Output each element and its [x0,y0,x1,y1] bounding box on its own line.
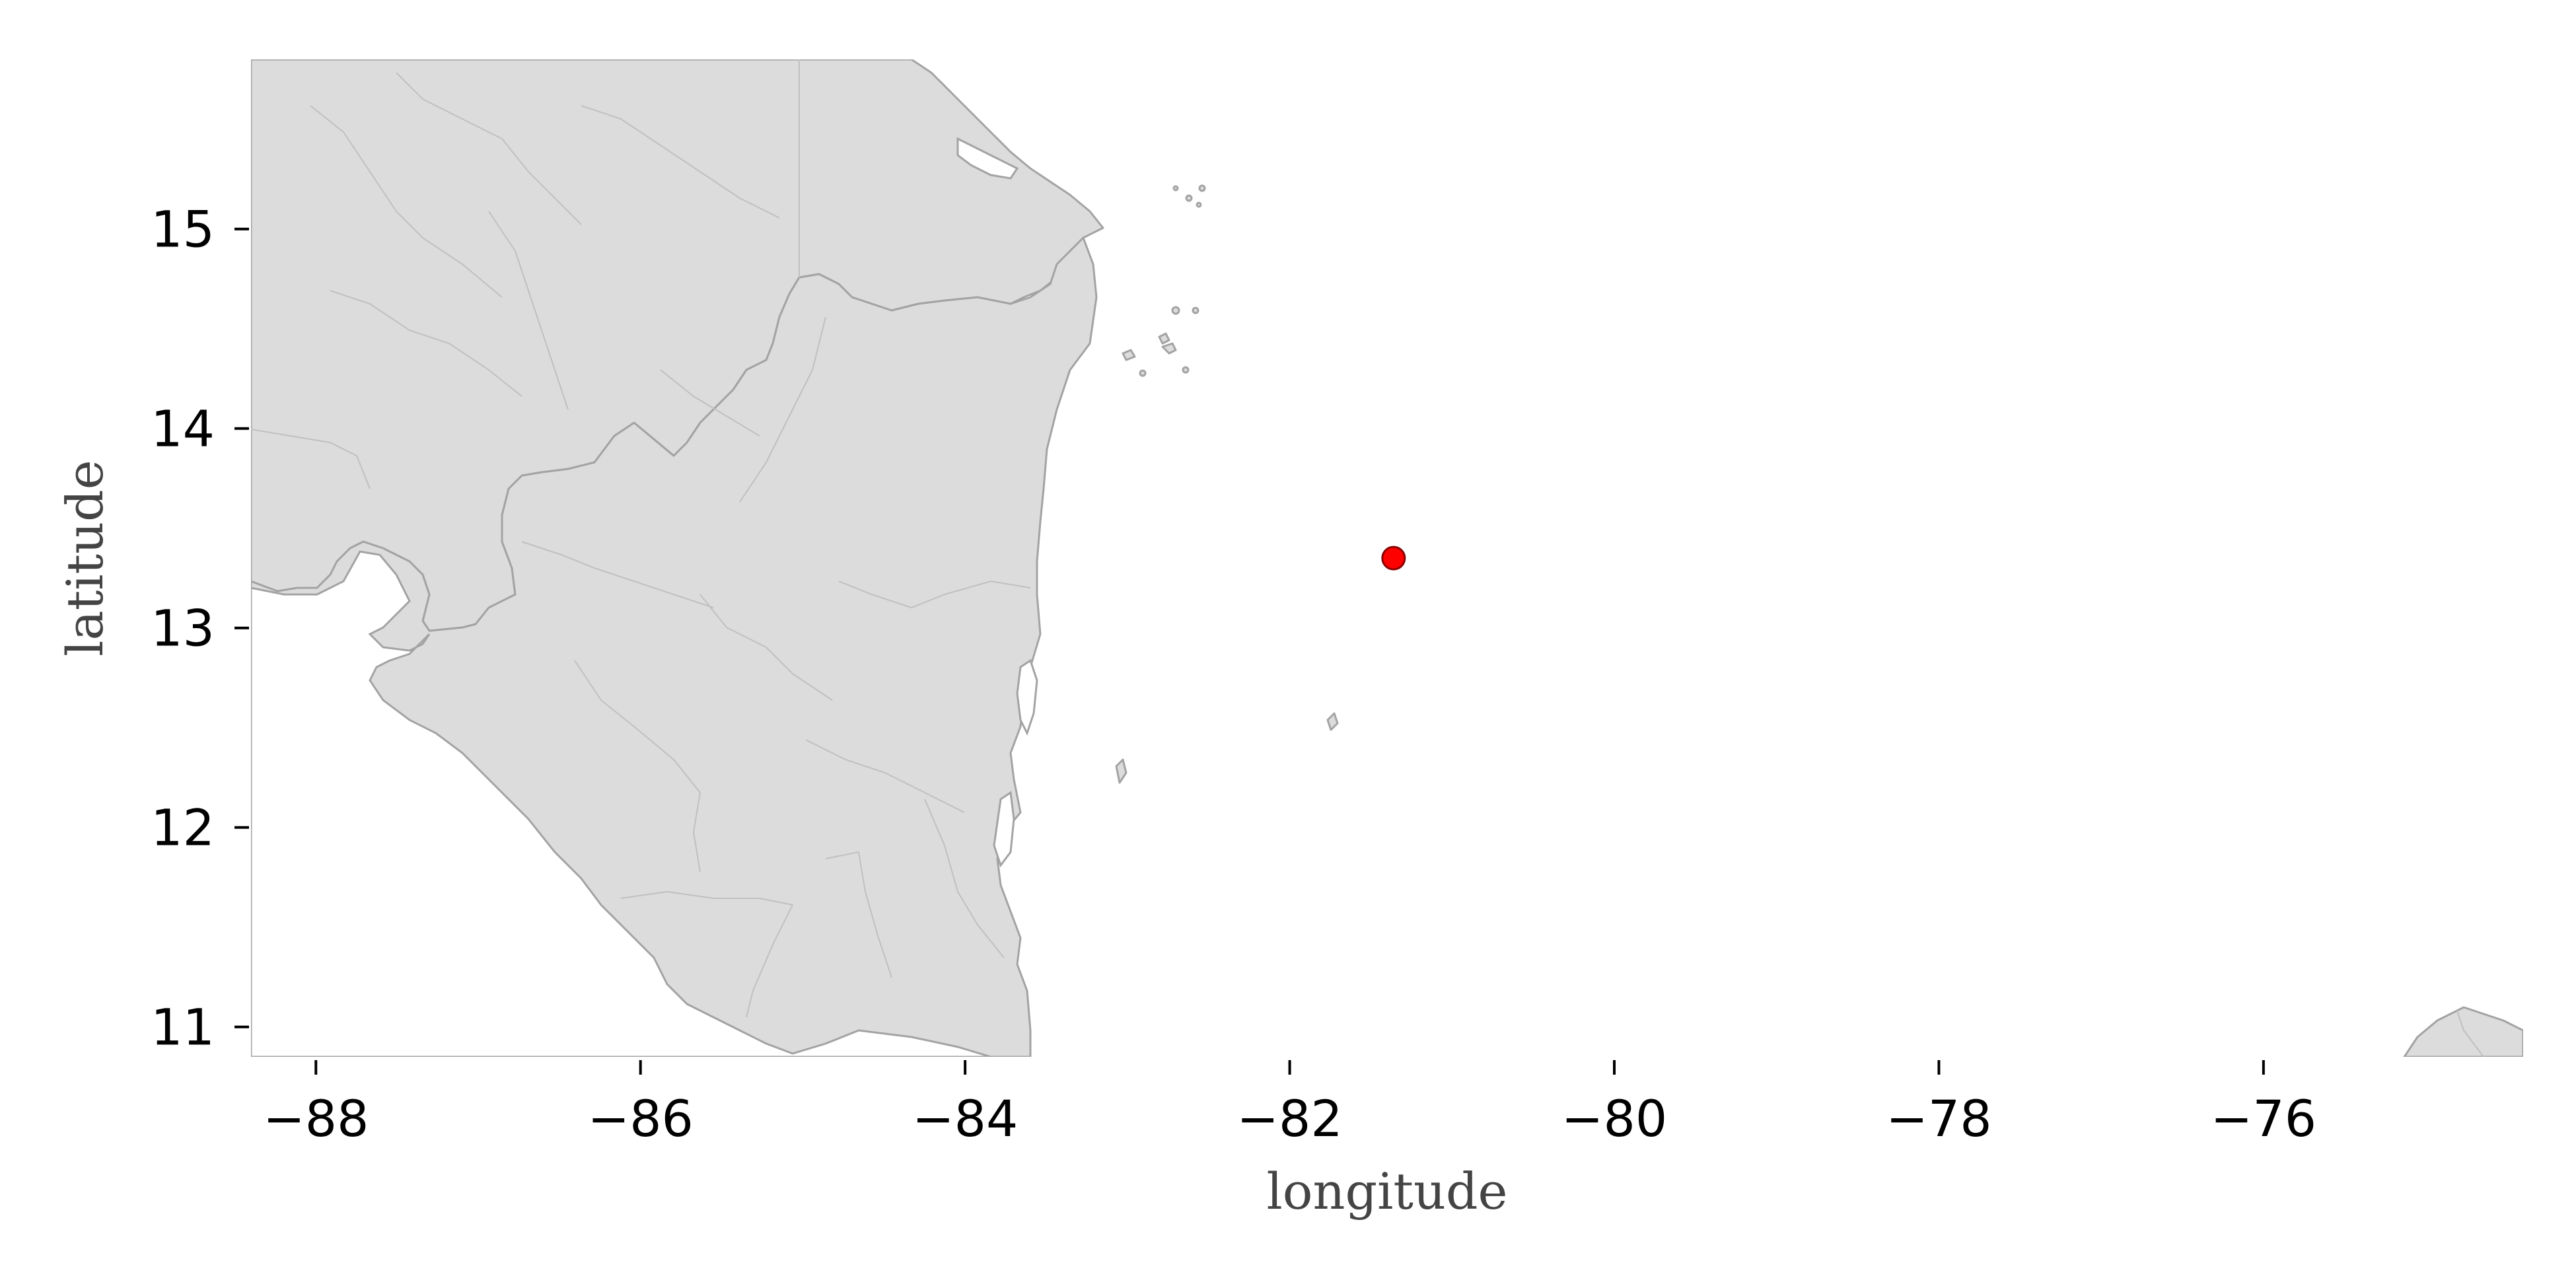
y-axis: 11 12 13 14 15 [151,200,249,1057]
y-tick-label: 12 [151,799,215,857]
x-tick-label: −84 [912,1089,1018,1148]
map-area [251,59,2523,1057]
y-axis-label: latitude [55,460,114,657]
pacific-ocean-cut [251,550,991,1057]
x-tick-label: −80 [1561,1089,1667,1148]
location-marker [1381,546,1406,571]
bluefields-lagoon [993,791,1015,868]
x-tick-label: −86 [588,1089,694,1148]
x-axis-label: longitude [1266,1162,1507,1221]
x-axis: −88 −86 −84 −82 −80 −78 −76 [263,1060,2316,1148]
y-tick-label: 13 [151,599,215,658]
x-tick-label: −82 [1236,1089,1342,1148]
x-tick-label: −88 [263,1089,369,1148]
y-tick-label: 15 [151,200,215,259]
colombia-coast-landmass [2403,1006,2523,1057]
internal-borders [251,59,1031,1018]
y-tick-label: 14 [151,400,215,458]
x-tick-label: −76 [2211,1089,2316,1148]
karatasca-lagoon [956,137,1019,180]
caribbean-islands [1115,184,1339,784]
x-tick-label: −78 [1886,1089,1991,1148]
y-tick-label: 11 [151,998,215,1057]
pearl-lagoon [1016,659,1038,736]
